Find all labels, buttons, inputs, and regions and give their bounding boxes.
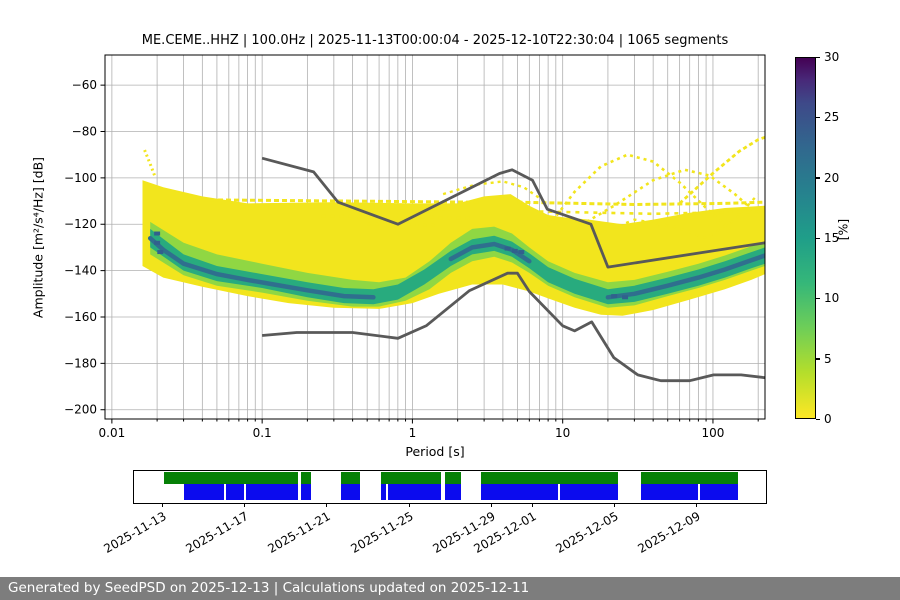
date-tick	[162, 503, 164, 507]
plot-title: ME.CEME..HHZ | 100.0Hz | 2025-11-13T00:0…	[141, 33, 729, 48]
ppsd-histogram	[142, 135, 765, 316]
coverage-data-segment	[700, 484, 738, 500]
coverage-data-segment	[341, 484, 360, 500]
coverage-data-segment	[184, 484, 224, 500]
y-tick-label: −140	[64, 264, 97, 278]
coverage-data-segment	[388, 484, 441, 500]
y-tick-label: −100	[64, 171, 97, 185]
date-tick	[326, 503, 328, 507]
ppsd-outlier-streak	[573, 168, 760, 231]
nlnm-line	[261, 271, 765, 383]
x-tick-label: 0.01	[99, 426, 126, 440]
coverage-psd-segment	[301, 472, 311, 484]
coverage-psd-segment	[481, 472, 618, 484]
colorbar-tick	[816, 237, 820, 239]
coverage-bar	[133, 470, 767, 504]
colorbar-tick	[816, 358, 820, 360]
date-tick	[696, 503, 698, 507]
date-tick	[244, 503, 246, 507]
x-axis-label: Period [s]	[405, 444, 465, 459]
colorbar-tick-label: 20	[824, 170, 840, 185]
axes-frame	[104, 54, 766, 420]
x-tick-label: 1	[409, 426, 417, 440]
y-tick-label: −60	[72, 78, 97, 92]
colorbar-tick	[816, 116, 820, 119]
coverage-data-segment	[246, 484, 298, 500]
coverage-psd-segment	[164, 472, 298, 484]
date-tick	[409, 503, 411, 507]
ppsd-mode-band	[147, 235, 376, 300]
footer-text: Generated by SeedPSD on 2025-12-13 | Cal…	[8, 580, 530, 596]
x-tick-label: 10	[555, 426, 570, 440]
colorbar-tick-label: 0	[824, 412, 832, 426]
coverage-data-segment	[560, 484, 618, 500]
y-tick-label: −180	[64, 356, 97, 370]
axis-ticks	[100, 84, 759, 424]
coverage-psd-segment	[445, 472, 461, 484]
ppsd-outlier-streak	[321, 214, 475, 220]
colorbar-tick-label: 10	[824, 291, 840, 306]
colorbar-tick	[816, 418, 820, 420]
colorbar-tick-label: 30	[824, 50, 840, 64]
ppsd-mode-band	[605, 253, 765, 300]
ppsd-outlier-streak	[442, 180, 545, 203]
colorbar-tick-label: 25	[824, 110, 840, 125]
coverage-data-segment	[301, 484, 311, 500]
coverage-psd-segment	[341, 472, 360, 484]
x-tick-label: 100	[702, 426, 725, 440]
colorbar-tick	[816, 297, 820, 300]
nhnm-line	[261, 156, 765, 269]
ppsd-dense-cell	[504, 246, 511, 251]
colorbar-tick-label: 5	[824, 351, 832, 366]
date-tick	[614, 503, 616, 507]
ppsd-outlier-streak	[517, 200, 765, 207]
date-tick	[491, 503, 493, 507]
colorbar-tick	[816, 56, 820, 58]
colorbar-tick-label: 15	[824, 231, 840, 245]
coverage-data-segment	[381, 484, 386, 500]
coverage-psd-segment	[641, 472, 738, 484]
ppsd-band-density-10pct	[150, 228, 765, 305]
colorbar	[795, 57, 816, 419]
y-tick-label: −160	[64, 310, 97, 324]
date-tick	[532, 503, 534, 507]
coverage-data-segment	[641, 484, 698, 500]
ppsd-dense-cell	[511, 248, 518, 253]
ppsd-outlier-streak	[539, 210, 765, 216]
ppsd-outlier-streak	[547, 153, 731, 230]
coverage-psd-segment	[381, 472, 441, 484]
ppsd-mode-band	[448, 241, 532, 264]
ppsd-dense-cell	[157, 250, 164, 255]
x-tick-label: 0.1	[253, 426, 272, 440]
ppsd-outlier-streak	[209, 198, 480, 204]
colorbar-label: [%]	[835, 218, 851, 241]
y-tick-label: −80	[72, 125, 97, 139]
ppsd-dense-cell	[518, 250, 525, 255]
y-tick-label: −200	[64, 403, 97, 417]
coverage-data-segment	[481, 484, 558, 500]
y-tick-label: −120	[64, 217, 97, 231]
ppsd-outlier-streak	[588, 193, 760, 240]
footer-bar: Generated by SeedPSD on 2025-12-13 | Cal…	[0, 577, 900, 600]
ppsd-dense-cell	[622, 295, 629, 300]
ppsd-outlier-streak	[143, 149, 157, 179]
ppsd-dense-cell	[611, 294, 618, 299]
ppsd-dense-cell	[154, 240, 161, 245]
coverage-data-segment	[226, 484, 244, 500]
colorbar-tick	[816, 177, 820, 179]
ppsd-dense-cell	[154, 231, 161, 236]
coverage-data-segment	[445, 484, 461, 500]
ppsd-outlier-streak	[678, 135, 765, 205]
